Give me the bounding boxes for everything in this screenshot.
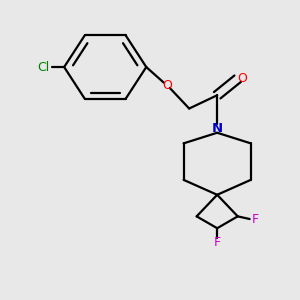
Text: O: O (163, 79, 172, 92)
Text: Cl: Cl (37, 61, 49, 74)
Text: F: F (214, 236, 221, 249)
Text: F: F (252, 213, 259, 226)
Text: N: N (212, 122, 223, 135)
Text: O: O (238, 71, 248, 85)
